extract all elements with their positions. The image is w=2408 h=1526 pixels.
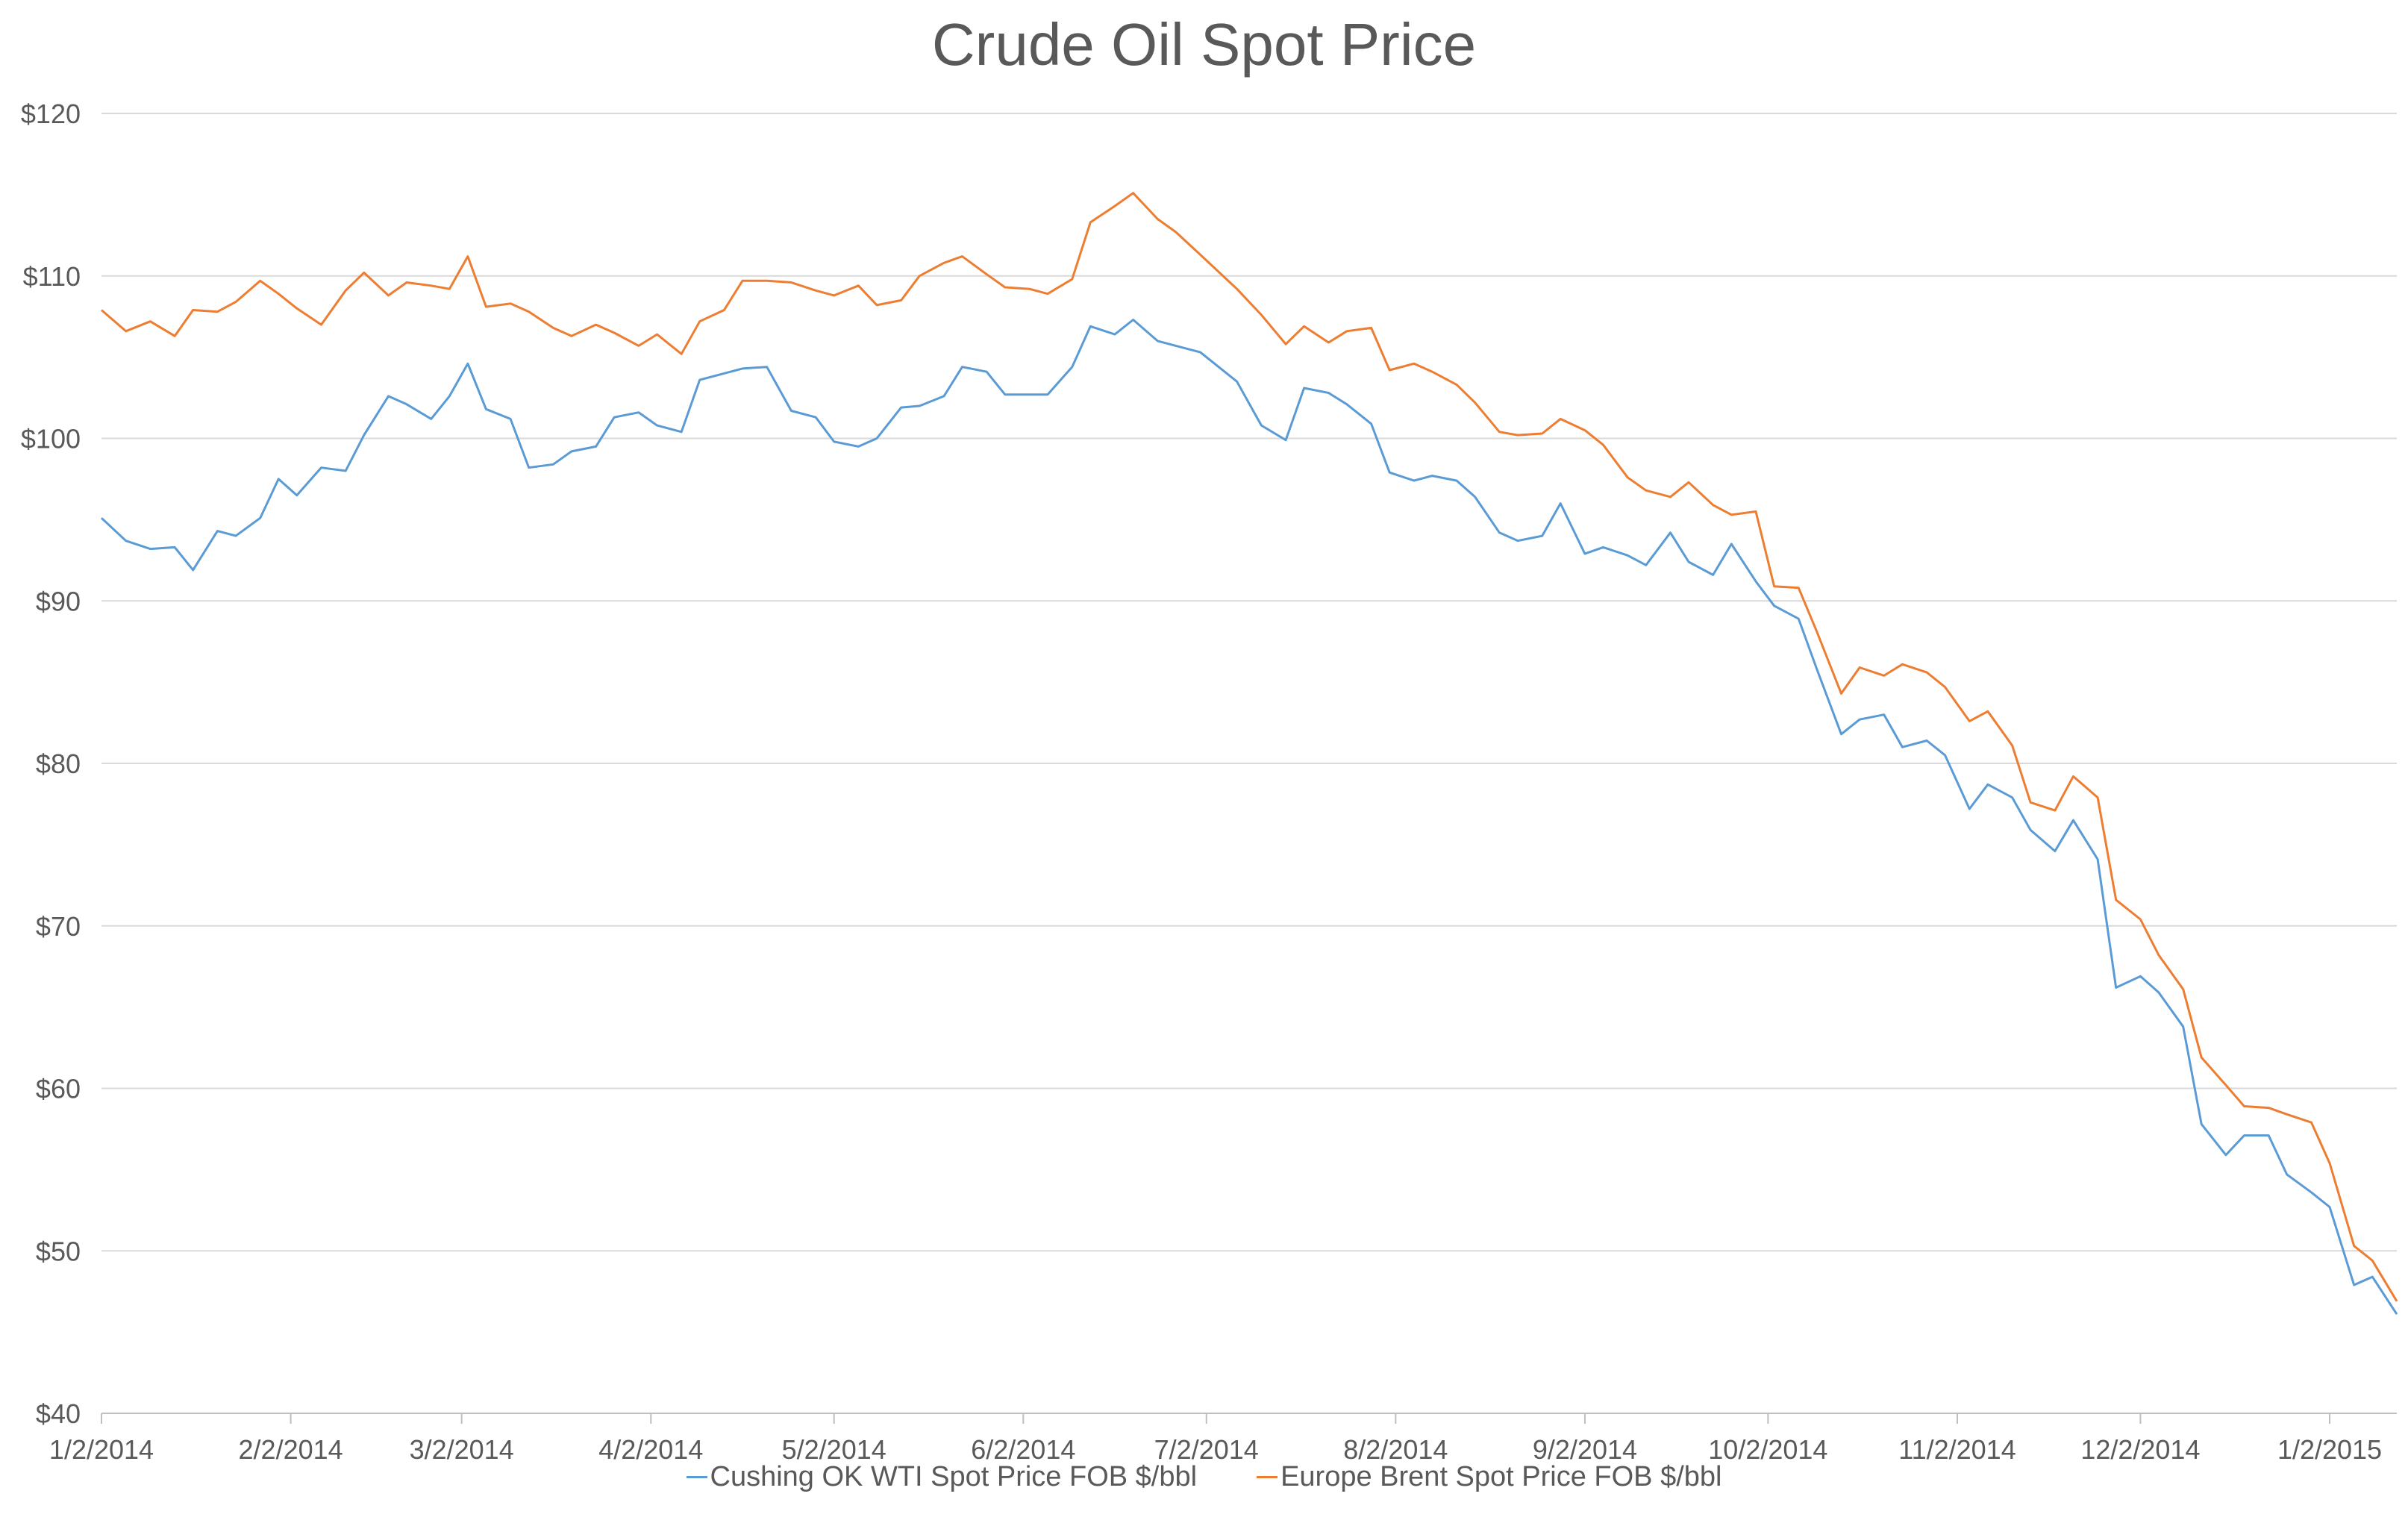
series-line-brent [101,192,2398,1302]
legend-item-brent: Europe Brent Spot Price FOB $/bbl [1257,1461,1722,1493]
y-tick-label: $50 [36,1236,81,1266]
x-tick-label: 2/2/2014 [239,1434,343,1465]
y-tick-label: $110 [23,261,81,292]
y-tick-label: $70 [36,911,81,942]
legend-swatch-brent [1257,1476,1278,1478]
x-tick-label: 1/2/2014 [49,1434,154,1465]
legend-item-wti: Cushing OK WTI Spot Price FOB $/bbl [686,1461,1198,1493]
y-tick-label: $90 [36,586,81,616]
x-tick-label: 4/2/2014 [598,1434,703,1465]
x-tick-label: 12/2/2014 [2080,1434,2200,1465]
y-tick-label: $80 [36,748,81,779]
x-tick-label: 7/2/2014 [1154,1434,1259,1465]
x-tick-label: 10/2/2014 [1708,1434,1827,1465]
x-tick-label: 8/2/2014 [1343,1434,1448,1465]
x-tick-label: 3/2/2014 [410,1434,514,1465]
x-tick-label: 11/2/2014 [1898,1434,2015,1465]
y-tick-label: $60 [36,1074,81,1104]
y-tick-label: $40 [36,1398,81,1429]
chart-title: Crude Oil Spot Price [931,11,1477,78]
legend-label-wti: Cushing OK WTI Spot Price FOB $/bbl [710,1461,1198,1492]
x-tick-label: 1/2/2015 [2277,1434,2382,1465]
legend: Cushing OK WTI Spot Price FOB $/bbl Euro… [0,1461,2408,1493]
x-tick-label: 6/2/2014 [971,1434,1075,1465]
x-tick-label: 5/2/2014 [782,1434,886,1465]
series-line-wti [100,319,2398,1316]
legend-swatch-wti [686,1476,707,1478]
x-tick-label: 9/2/2014 [1533,1434,1637,1465]
y-tick-label: $100 [21,424,81,454]
y-tick-label: $120 [21,98,81,129]
legend-label-brent: Europe Brent Spot Price FOB $/bbl [1280,1461,1722,1492]
